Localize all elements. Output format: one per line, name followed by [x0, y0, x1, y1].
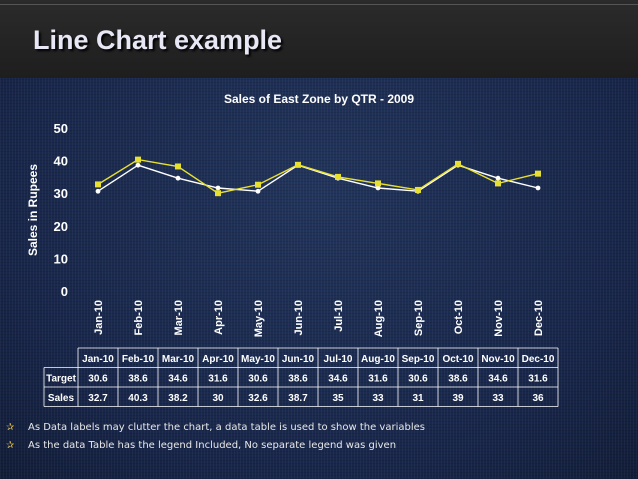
table-row-label: Sales [48, 393, 75, 404]
table-header-cell: Dec-10 [522, 354, 555, 365]
y-axis-label: Sales in Rupees [26, 164, 40, 256]
table-cell: 32.7 [88, 393, 108, 404]
slide-title: Line Chart example [33, 25, 283, 55]
table-cell: 34.6 [168, 374, 188, 385]
table-header-cell: Apr-10 [202, 354, 234, 365]
table-cell: 34.6 [328, 374, 348, 385]
table-row-label: Target [46, 374, 76, 385]
table-cell: 30.6 [408, 374, 428, 385]
data-point-target [535, 185, 541, 191]
data-point-target [255, 188, 261, 194]
table-cell: 33 [492, 393, 504, 404]
y-tick-label: 0 [61, 284, 68, 299]
series-line-sales [97, 158, 539, 194]
data-point-sales [535, 170, 541, 177]
table-cell: 35 [332, 393, 344, 404]
x-tick-label: Jan-10 [93, 300, 105, 335]
x-tick-label: Sep-10 [413, 300, 425, 336]
table-cell: 30.6 [248, 374, 268, 385]
y-tick-label: 40 [54, 154, 68, 169]
data-point-target [495, 175, 501, 181]
table-cell: 34.6 [488, 374, 508, 385]
x-tick-label: Dec-10 [533, 300, 545, 336]
bullet-item: ✰ As the data Table has the legend Inclu… [6, 436, 425, 454]
table-cell: 39 [452, 393, 464, 404]
table-header-cell: May-10 [241, 354, 275, 365]
table-cell: 38.6 [448, 374, 468, 385]
table-cell: 40.3 [128, 393, 148, 404]
data-point-target [175, 175, 181, 181]
y-ticks: 0 10 20 30 40 50 [54, 121, 68, 299]
x-tick-label: Aug-10 [373, 300, 385, 337]
table-cell: 31 [412, 393, 424, 404]
x-ticks: Jan-10 Feb-10 Mar-10 Apr-10 May-10 Jun-10 Jul-… [93, 300, 545, 337]
data-point-target [375, 185, 381, 191]
top-border [0, 2, 638, 4]
data-point-target [135, 162, 141, 168]
bullet-item: ✰ As Data labels may clutter the chart, … [6, 418, 425, 436]
data-point-sales [295, 161, 301, 168]
table-cell: 31.6 [528, 374, 548, 385]
data-point-sales [455, 160, 461, 167]
table-header-cell: Mar-10 [162, 354, 195, 365]
table-header-cell: Sep-10 [402, 354, 435, 365]
bullet-list: ✰ As Data labels may clutter the chart, … [6, 418, 425, 454]
chart-title: Sales of East Zone by QTR - 2009 [224, 92, 414, 106]
y-tick-label: 10 [54, 251, 68, 266]
table-header-cell: Nov-10 [481, 354, 515, 365]
x-tick-label: Jul-10 [333, 300, 345, 332]
x-tick-label: Jun-10 [293, 300, 305, 335]
data-point-target [95, 188, 101, 194]
data-point-sales [95, 181, 101, 188]
x-tick-label: Feb-10 [133, 300, 145, 335]
table-cell: 30.6 [88, 374, 108, 385]
data-point-sales [335, 173, 341, 180]
x-tick-label: Nov-10 [493, 300, 505, 337]
table-cell: 33 [372, 393, 384, 404]
y-tick-label: 20 [54, 219, 68, 234]
table-header-cell: Feb-10 [122, 354, 155, 365]
x-tick-label: Mar-10 [173, 300, 185, 335]
table-cell: 36 [532, 393, 544, 404]
data-point-sales [415, 186, 421, 193]
table-header-cell: Oct-10 [442, 354, 474, 365]
data-point-sales [255, 181, 261, 188]
star-bullet-icon: ✰ [6, 421, 15, 433]
table-header-cell: Jan-10 [82, 354, 114, 365]
data-point-sales [375, 180, 381, 187]
series-line-target [97, 164, 539, 192]
table-cell: 31.6 [208, 374, 228, 385]
bullet-text: As Data labels may clutter the chart, a … [28, 421, 425, 433]
bullet-text: As the data Table has the legend Include… [28, 439, 397, 451]
table-cell: 38.6 [288, 374, 308, 385]
y-tick-label: 30 [54, 186, 68, 201]
x-tick-label: Oct-10 [453, 300, 465, 334]
data-point-sales [135, 156, 141, 163]
data-point-sales [215, 190, 221, 197]
table-cell: 32.6 [248, 393, 268, 404]
table-cell: 30 [212, 393, 224, 404]
data-table: Jan-10 Feb-10 Mar-10 Apr-10 May-10 Jun-10 Jul-… [43, 347, 559, 407]
table-header-cell: Aug-10 [361, 354, 395, 365]
star-bullet-icon: ✰ [6, 439, 15, 451]
data-point-sales [495, 180, 501, 187]
table-cell: 31.6 [368, 374, 388, 385]
x-tick-label: May-10 [253, 300, 265, 337]
title-bar [0, 0, 638, 78]
table-header-cell: Jun-10 [282, 354, 315, 365]
table-cell: 38.2 [168, 393, 188, 404]
table-cell: 38.7 [288, 393, 308, 404]
table-header-cell: Jul-10 [324, 354, 353, 365]
y-tick-label: 50 [54, 121, 68, 136]
series-lines [97, 158, 539, 194]
series-points [95, 156, 541, 197]
x-tick-label: Apr-10 [213, 300, 225, 335]
data-point-sales [175, 163, 181, 170]
data-point-target [215, 185, 221, 191]
table-cell: 38.6 [128, 374, 148, 385]
